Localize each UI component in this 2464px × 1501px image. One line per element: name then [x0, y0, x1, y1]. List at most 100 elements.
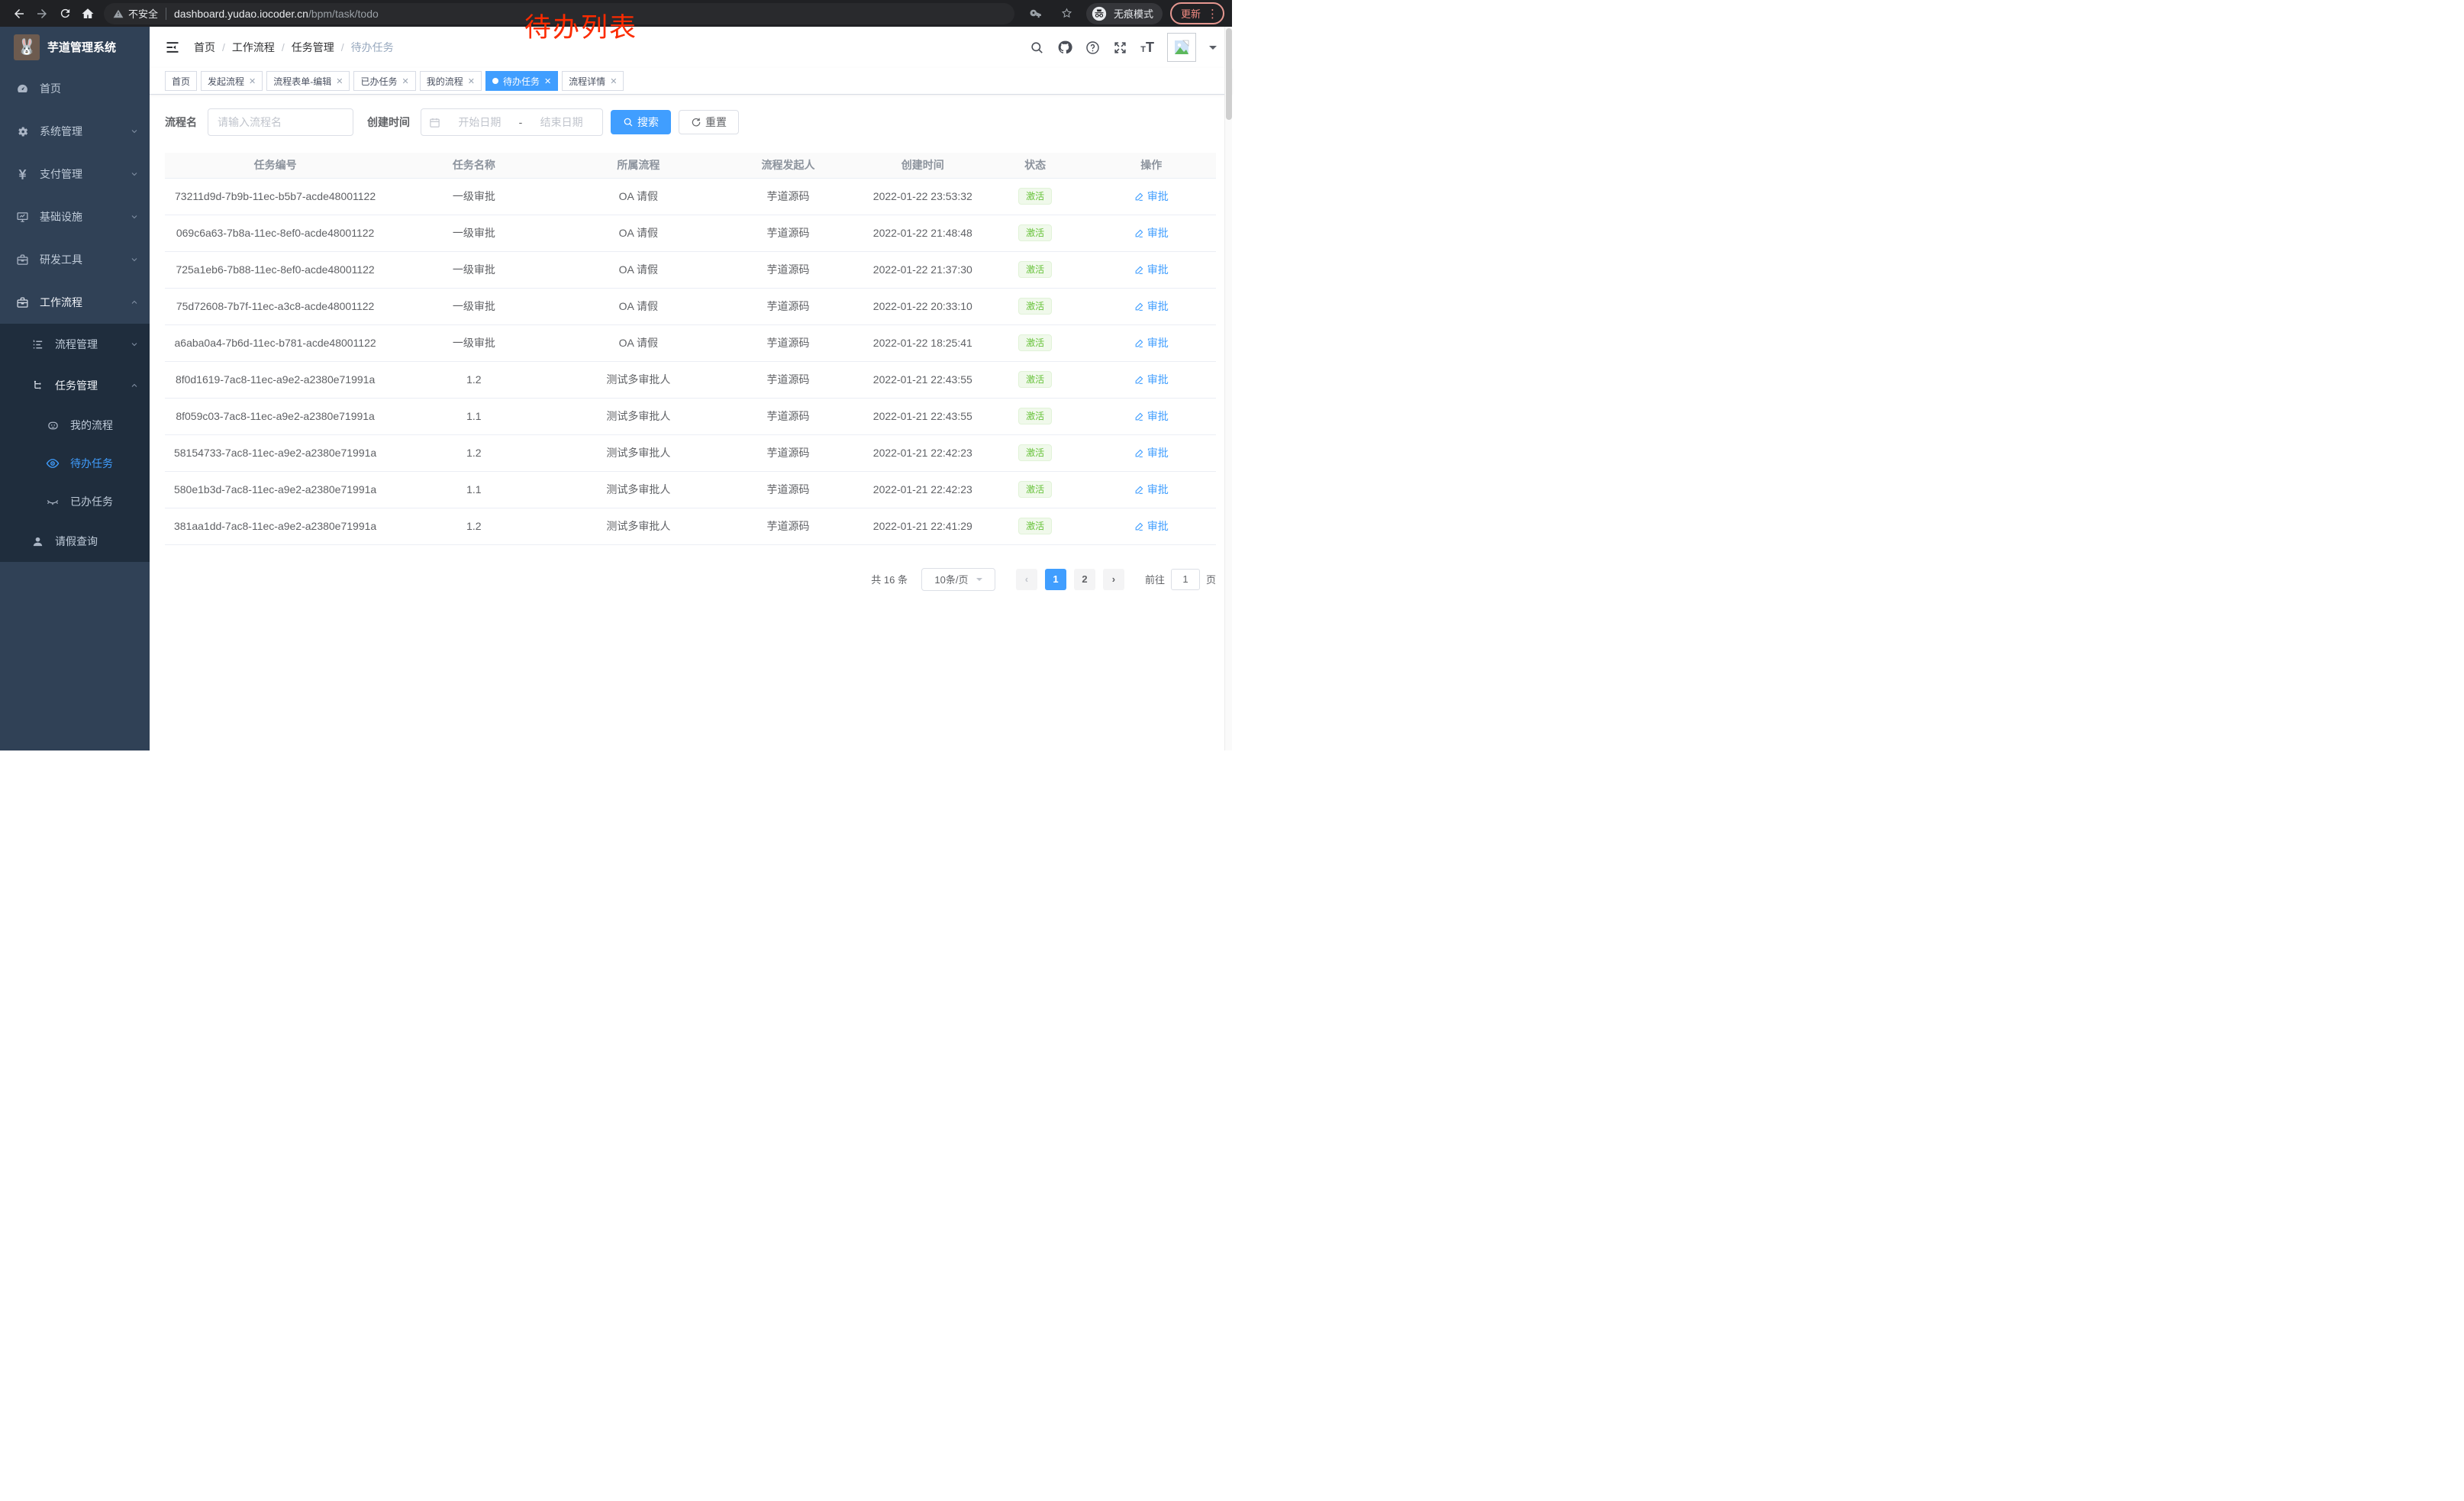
security-label: 不安全: [128, 8, 159, 20]
sidebar-item-home[interactable]: 首页: [0, 67, 150, 110]
browser-back-button[interactable]: [8, 2, 31, 25]
close-icon[interactable]: ✕: [249, 76, 256, 86]
start-date-placeholder: 开始日期: [458, 116, 502, 128]
table-row: 381aa1dd-7ac8-11ec-a9e2-a2380e71991a 1.2…: [165, 508, 1216, 545]
approve-button[interactable]: 审批: [1134, 225, 1169, 240]
jump-page-input[interactable]: [1170, 568, 1200, 590]
approve-button[interactable]: 审批: [1134, 189, 1169, 204]
sidebar-item-devtools[interactable]: 研发工具: [0, 238, 150, 281]
close-icon[interactable]: ✕: [467, 76, 475, 86]
cell-starter: 芋道源码: [714, 361, 862, 399]
col-created: 创建时间: [861, 153, 984, 179]
chevron-down-icon: [130, 255, 139, 264]
browser-reload-button[interactable]: [53, 2, 76, 25]
cell-task-name: 一级审批: [385, 178, 563, 215]
search-icon[interactable]: [1030, 40, 1044, 55]
approve-button[interactable]: 审批: [1134, 445, 1169, 460]
approve-button[interactable]: 审批: [1134, 482, 1169, 497]
cell-starter: 芋道源码: [714, 471, 862, 508]
fullscreen-icon[interactable]: [1113, 40, 1127, 55]
scrollbar-thumb[interactable]: [1226, 28, 1232, 120]
browser-update-button[interactable]: 更新 ⋮: [1169, 2, 1224, 24]
close-icon[interactable]: ✕: [402, 76, 409, 86]
sidebar-fold-icon[interactable]: [165, 40, 180, 55]
address-bar[interactable]: 不安全 dashboard.yudao.iocoder.cn/bpm/task/…: [104, 2, 1014, 24]
approve-button[interactable]: 审批: [1134, 299, 1169, 314]
status-badge: 激活: [1018, 408, 1053, 424]
date-range-input[interactable]: 开始日期 - 结束日期: [421, 108, 603, 136]
approve-button[interactable]: 审批: [1134, 262, 1169, 277]
table-header-row: 任务编号 任务名称 所属流程 流程发起人 创建时间 状态 操作: [165, 153, 1216, 179]
key-icon[interactable]: [1025, 2, 1048, 25]
gauge-icon: [15, 82, 29, 95]
tab-my-process[interactable]: 我的流程 ✕: [419, 71, 482, 91]
eye-icon: [46, 457, 60, 470]
sidebar-item-workflow[interactable]: 工作流程: [0, 281, 150, 324]
search-button[interactable]: 搜索: [611, 110, 671, 134]
process-name-input[interactable]: [208, 108, 353, 136]
breadcrumb-task-mgmt[interactable]: 任务管理: [291, 41, 334, 53]
page-button-2[interactable]: 2: [1073, 568, 1095, 590]
security-chip[interactable]: 不安全: [113, 6, 158, 21]
approve-button[interactable]: 审批: [1134, 408, 1169, 424]
tab-home[interactable]: 首页: [165, 71, 198, 91]
incognito-icon: [1092, 6, 1107, 21]
page-size-select[interactable]: 10条/页: [921, 567, 995, 591]
tab-todo-tasks[interactable]: 待办任务 ✕: [485, 71, 559, 91]
sidebar-item-payment[interactable]: 支付管理: [0, 153, 150, 195]
tab-form-edit[interactable]: 流程表单-编辑 ✕: [266, 71, 350, 91]
browser-forward-button[interactable]: [31, 2, 53, 25]
approve-button[interactable]: 审批: [1134, 518, 1169, 534]
user-icon: [31, 535, 44, 548]
browser-menu-icon[interactable]: ⋮: [1207, 7, 1218, 21]
url-text: dashboard.yudao.iocoder.cn/bpm/task/todo: [174, 7, 379, 20]
avatar-caret-icon[interactable]: [1209, 46, 1217, 53]
cell-starter: 芋道源码: [714, 288, 862, 325]
approve-button[interactable]: 审批: [1134, 372, 1169, 387]
github-icon[interactable]: [1057, 40, 1072, 55]
cell-task-name: 1.2: [385, 508, 563, 545]
cell-process: 测试多审批人: [562, 471, 715, 508]
bookmark-star-icon[interactable]: [1056, 2, 1079, 25]
status-badge: 激活: [1018, 444, 1053, 461]
cell-created: 2022-01-21 22:43:55: [861, 398, 984, 435]
reset-button[interactable]: 重置: [679, 110, 739, 134]
help-icon[interactable]: [1085, 40, 1100, 55]
sidebar-item-todo-tasks[interactable]: 待办任务: [0, 444, 150, 483]
edit-pencil-icon: [1135, 266, 1143, 274]
sidebar-item-task-mgmt[interactable]: 任务管理: [0, 365, 150, 406]
app-logo-row[interactable]: 🐰 芋道管理系统: [0, 27, 150, 67]
cell-starter: 芋道源码: [714, 324, 862, 362]
cell-task-name: 1.2: [385, 434, 563, 472]
tab-process-detail[interactable]: 流程详情 ✕: [562, 71, 624, 91]
sidebar-item-system[interactable]: 系统管理: [0, 110, 150, 153]
breadcrumb-home[interactable]: 首页: [194, 41, 215, 53]
prev-page-button[interactable]: ‹: [1015, 568, 1037, 590]
table-row: 73211d9d-7b9b-11ec-b5b7-acde48001122 一级审…: [165, 178, 1216, 215]
avatar[interactable]: [1167, 33, 1196, 62]
sidebar-item-process-mgmt[interactable]: 流程管理: [0, 324, 150, 365]
tree-icon: [31, 379, 44, 392]
end-date-placeholder: 结束日期: [540, 116, 583, 128]
tab-done-tasks[interactable]: 已办任务 ✕: [353, 71, 416, 91]
status-badge: 激活: [1018, 518, 1053, 534]
eye-closed-icon: [46, 495, 60, 508]
next-page-button[interactable]: ›: [1102, 568, 1124, 590]
approve-button[interactable]: 审批: [1134, 335, 1169, 350]
breadcrumb: 首页 / 工作流程 / 任务管理 / 待办任务: [194, 41, 394, 53]
close-icon[interactable]: ✕: [543, 76, 552, 86]
close-icon[interactable]: ✕: [336, 76, 343, 86]
scrollbar[interactable]: [1224, 27, 1232, 750]
table-row: 8f059c03-7ac8-11ec-a9e2-a2380e71991a 1.1…: [165, 398, 1216, 435]
breadcrumb-workflow[interactable]: 工作流程: [231, 41, 275, 53]
filter-bar: 流程名 创建时间 开始日期 - 结束日期 搜索 重置: [165, 108, 1216, 136]
page-button-1[interactable]: 1: [1044, 568, 1066, 590]
sidebar-item-infra[interactable]: 基础设施: [0, 195, 150, 238]
sidebar-item-my-process[interactable]: 我的流程: [0, 406, 150, 444]
tab-start-process[interactable]: 发起流程 ✕: [201, 71, 263, 91]
sidebar-item-done-tasks[interactable]: 已办任务: [0, 483, 150, 521]
close-icon[interactable]: ✕: [610, 76, 618, 86]
browser-home-button[interactable]: [76, 2, 99, 25]
sidebar-item-leave-query[interactable]: 请假查询: [0, 521, 150, 562]
